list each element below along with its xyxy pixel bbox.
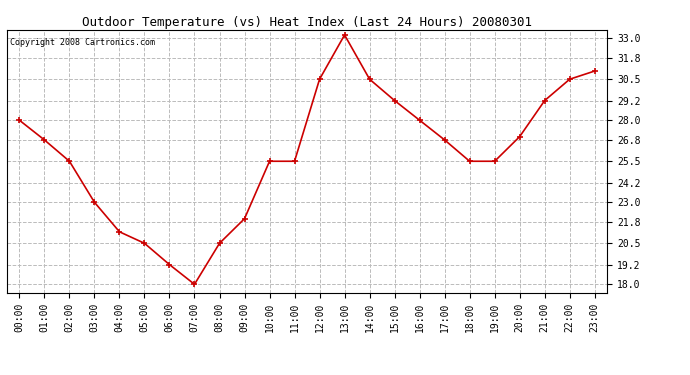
Text: Copyright 2008 Cartronics.com: Copyright 2008 Cartronics.com <box>10 38 155 47</box>
Title: Outdoor Temperature (vs) Heat Index (Last 24 Hours) 20080301: Outdoor Temperature (vs) Heat Index (Las… <box>82 16 532 29</box>
